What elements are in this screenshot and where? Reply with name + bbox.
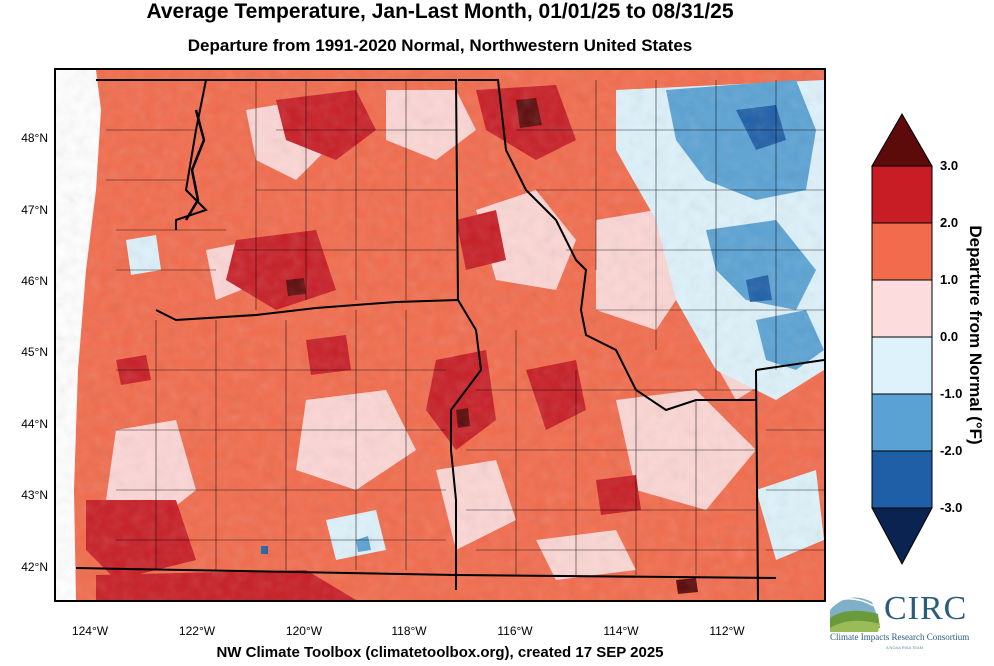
colorbar-bin-2-3 (871, 165, 933, 224)
temperature-departure-map (54, 68, 826, 602)
logo-tagline: A NOAA RISA TEAM (886, 645, 924, 650)
colorbar-tick-neg3: -3.0 (940, 500, 963, 515)
colorbar-title: Departure from Normal (°F) (966, 225, 985, 445)
circ-logo-icon (830, 597, 880, 632)
colorbar-tick-3: 3.0 (940, 158, 959, 173)
lat-label-47: 47°N (21, 203, 48, 217)
lat-label-45: 45°N (21, 345, 48, 359)
colorbar-bin-neg3-neg2 (871, 450, 933, 509)
colorbar (871, 112, 933, 566)
logo-subtitle: Climate Impacts Research Consortium (830, 632, 970, 642)
colorbar-cap-bottom (871, 507, 933, 566)
colorbar-tick-neg1: -1.0 (940, 386, 963, 401)
lon-label-114: 114°W (603, 624, 639, 638)
lat-label-44: 44°N (21, 417, 48, 431)
map-canvas (56, 70, 824, 600)
lon-label-120: 120°W (285, 624, 323, 638)
lat-label-43: 43°N (21, 488, 48, 502)
colorbar-cap-top (871, 112, 933, 167)
lon-label-124: 124°W (71, 624, 109, 638)
colorbar-tick-0: 0.0 (940, 329, 959, 344)
map-subtitle: Departure from 1991-2020 Normal, Northwe… (187, 36, 693, 55)
lon-label-116: 116°W (497, 624, 533, 638)
colorbar-bin-neg1-0 (871, 336, 933, 395)
lat-label-42: 42°N (21, 560, 48, 574)
colorbar-bin-neg2-neg1 (871, 393, 933, 452)
credit-line: NW Climate Toolbox (climatetoolbox.org),… (216, 644, 664, 661)
lon-label-118: 118°W (391, 624, 427, 638)
colorbar-tick-2: 2.0 (940, 215, 959, 230)
colorbar-tick-neg2: -2.0 (940, 443, 963, 458)
lat-label-48: 48°N (21, 131, 48, 145)
logo-name: CIRC (884, 590, 968, 627)
map-title: Average Temperature, Jan-Last Month, 01/… (146, 0, 734, 23)
lon-label-122: 122°W (178, 624, 216, 638)
lat-label-46: 46°N (21, 274, 48, 288)
lon-label-112: 112°W (709, 624, 745, 638)
colorbar-bin-1-2 (871, 222, 933, 281)
colorbar-tick-1: 1.0 (940, 272, 959, 287)
colorbar-bin-0-1 (871, 279, 933, 338)
